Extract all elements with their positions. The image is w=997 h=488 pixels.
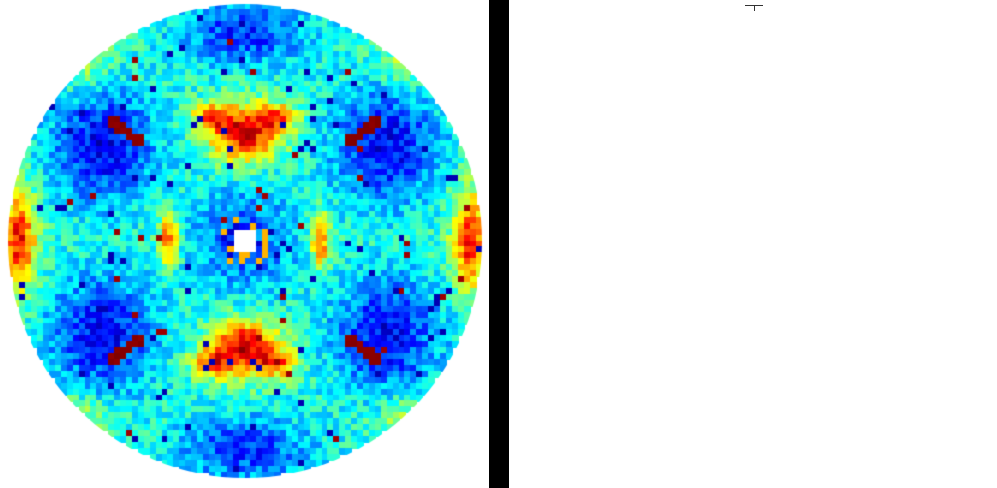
pole-figure-left: Pole figure (left) — [0, 0, 489, 488]
heatmap-canvas-right — [509, 0, 997, 488]
pole-figure-right: Pole figure (right) — [509, 0, 997, 488]
heatmap-canvas-left — [0, 0, 489, 488]
top-tick-stem — [754, 5, 755, 11]
black-divider-bar — [489, 0, 509, 488]
